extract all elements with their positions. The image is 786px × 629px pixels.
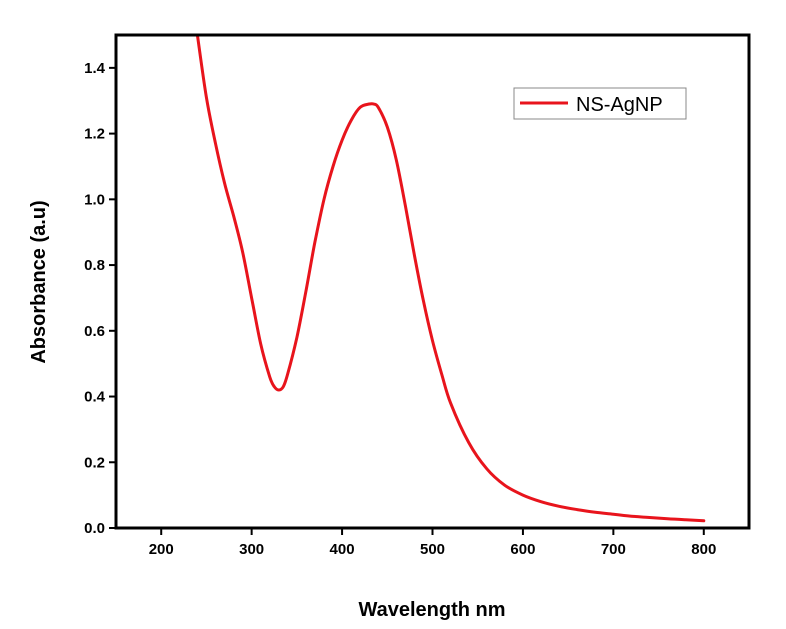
- y-tick-label: 0.2: [84, 454, 105, 471]
- y-tick-label: 0.6: [84, 323, 105, 340]
- x-axis-label: Wavelength nm: [358, 599, 505, 621]
- x-tick-label: 500: [420, 541, 445, 558]
- legend-label-ns-agnp: NS-AgNP: [576, 94, 663, 116]
- y-tick-label: 0.4: [84, 389, 106, 406]
- x-tick-label: 700: [601, 541, 626, 558]
- series-line-ns-agnp: [195, 33, 706, 523]
- y-tick-label: 1.0: [84, 191, 105, 208]
- y-axis-ticks: 0.0 0.2 0.4 0.6 0.8 1.0 1.2 1.4: [84, 60, 116, 537]
- y-tick-label: 1.2: [84, 126, 105, 143]
- plot-frame: [114, 33, 751, 530]
- x-tick-label: 300: [239, 541, 264, 558]
- y-tick-label: 0.0: [84, 520, 105, 537]
- x-tick-label: 800: [691, 541, 716, 558]
- x-tick-label: 600: [510, 541, 535, 558]
- x-tick-label: 200: [149, 541, 174, 558]
- x-tick-label: 400: [330, 541, 355, 558]
- y-tick-label: 1.4: [84, 60, 106, 77]
- legend: NS-AgNP: [513, 87, 687, 120]
- y-axis-label: Absorbance (a.u): [28, 200, 50, 363]
- y-tick-label: 0.8: [84, 257, 105, 274]
